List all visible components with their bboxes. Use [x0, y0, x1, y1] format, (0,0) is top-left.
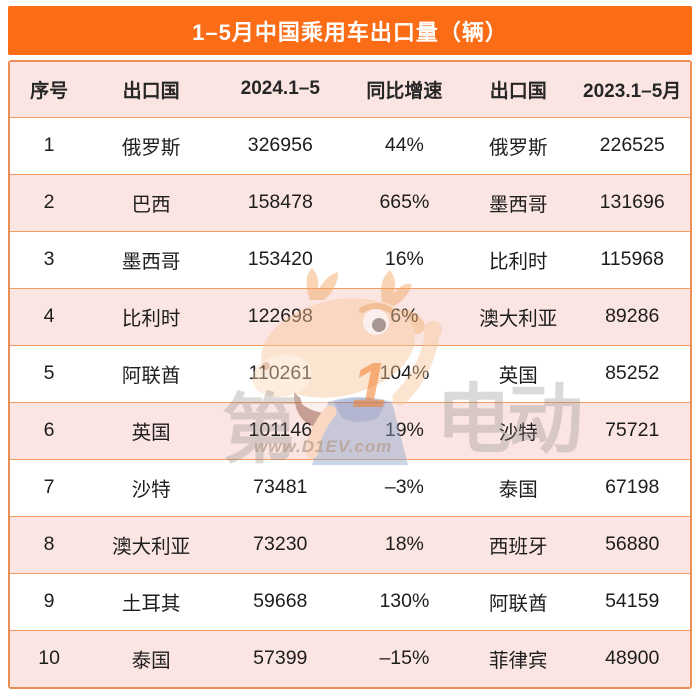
export-country-2024-cell: 阿联酋 [121, 365, 181, 387]
column-header-rank: 序号 [30, 80, 69, 102]
export-country-2024-cell: 墨西哥 [121, 251, 181, 273]
page-title: 1–5月中国乘用车出口量（辆） [8, 6, 692, 55]
volume-2023-cell: 131696 [599, 191, 665, 213]
export-country-2024-cell: 英国 [131, 422, 171, 444]
volume-2023-cell: 226525 [599, 134, 665, 156]
header-row: 序号 出口国 2024.1–5 同比增速 出口国 2023.1–5月 [10, 62, 690, 117]
export-country-2023-cell: 比利时 [489, 251, 548, 273]
volume-2024-cell: 326956 [247, 134, 313, 156]
rank-cell: 9 [43, 590, 55, 612]
yoy-growth-cell: 19% [384, 419, 424, 441]
table-row: 4 比利时 122698 6% 澳大利亚 89286 [10, 288, 690, 345]
volume-2023-cell: 75721 [605, 419, 660, 441]
export-country-2023-cell: 泰国 [498, 479, 538, 501]
rank-cell: 4 [43, 305, 55, 327]
volume-2024-cell: 59668 [253, 590, 308, 612]
export-country-2024-cell: 澳大利亚 [112, 536, 191, 558]
volume-2024-cell: 101146 [248, 419, 313, 441]
volume-2024-cell: 57399 [253, 647, 308, 670]
export-volume-table: 序号 出口国 2024.1–5 同比增速 出口国 2023.1–5月 1 俄罗斯 3… [8, 60, 692, 689]
column-header-yoy-growth: 同比增速 [366, 80, 443, 102]
rank-cell: 6 [43, 419, 55, 441]
volume-2023-cell: 48900 [605, 647, 660, 670]
column-header-volume-2023: 2023.1–5月 [583, 80, 682, 102]
volume-2023-cell: 89286 [605, 305, 660, 327]
export-country-2023-cell: 菲律宾 [489, 650, 548, 673]
rank-cell: 2 [43, 191, 55, 213]
volume-2023-cell: 67198 [605, 476, 660, 498]
table-row: 3 墨西哥 153420 16% 比利时 115968 [10, 231, 690, 288]
table-row: 5 阿联酋 110261 104% 英国 85252 [10, 345, 690, 402]
volume-2024-cell: 158478 [247, 191, 313, 213]
yoy-growth-cell: 6% [390, 305, 419, 327]
column-header-country-2024: 出口国 [122, 80, 180, 102]
volume-2023-cell: 54159 [605, 590, 660, 612]
export-country-2023-cell: 沙特 [498, 422, 538, 444]
table-row: 1 俄罗斯 326956 44% 俄罗斯 226525 [10, 117, 690, 174]
export-country-2023-cell: 阿联酋 [489, 593, 548, 615]
volume-2023-cell: 85252 [605, 362, 660, 384]
rank-cell: 8 [43, 533, 55, 555]
volume-2023-cell: 56880 [605, 533, 660, 555]
yoy-growth-cell: –3% [384, 476, 424, 498]
yoy-growth-cell: 130% [379, 590, 430, 612]
export-country-2023-cell: 英国 [498, 365, 538, 387]
volume-2024-cell: 73230 [253, 533, 308, 555]
rank-cell: 5 [43, 362, 55, 384]
data-table: 序号 出口国 2024.1–5 同比增速 出口国 2023.1–5月 1 俄罗斯 3… [10, 62, 690, 687]
volume-2024-cell: 122698 [247, 305, 313, 327]
column-header-country-2023: 出口国 [489, 80, 547, 102]
export-country-2023-cell: 澳大利亚 [479, 308, 558, 330]
yoy-growth-cell: 44% [384, 134, 424, 156]
yoy-growth-cell: 16% [384, 248, 424, 270]
volume-2024-cell: 110261 [248, 362, 313, 384]
rank-cell: 1 [43, 134, 55, 156]
table-row: 10 泰国 57399 –15% 菲律宾 48900 [10, 630, 690, 687]
rank-cell: 3 [43, 248, 55, 270]
yoy-growth-cell: 18% [384, 533, 424, 555]
table-row: 6 英国 101146 19% 沙特 75721 [10, 402, 690, 459]
volume-2023-cell: 115968 [600, 248, 664, 270]
export-country-2024-cell: 沙特 [131, 479, 171, 501]
yoy-growth-cell: 665% [379, 191, 430, 213]
export-country-2024-cell: 俄罗斯 [121, 137, 181, 159]
export-country-2023-cell: 俄罗斯 [489, 137, 548, 159]
table-body: 1 俄罗斯 326956 44% 俄罗斯 226525 2 巴西 158478 665% 墨西哥 13… [10, 117, 690, 687]
export-country-2023-cell: 西班牙 [489, 536, 548, 558]
yoy-growth-cell: 104% [379, 362, 430, 384]
rank-cell: 7 [43, 476, 55, 498]
table-row: 9 土耳其 59668 130% 阿联酋 54159 [10, 573, 690, 630]
table-row: 8 澳大利亚 73230 18% 西班牙 56880 [10, 516, 690, 573]
export-country-2024-cell: 土耳其 [121, 593, 181, 615]
export-country-2024-cell: 比利时 [121, 308, 181, 330]
table-row: 2 巴西 158478 665% 墨西哥 131696 [10, 174, 690, 231]
volume-2024-cell: 73481 [253, 476, 308, 498]
table-row: 7 沙特 73481 –3% 泰国 67198 [10, 459, 690, 516]
export-country-2024-cell: 泰国 [131, 650, 171, 673]
rank-cell: 10 [38, 647, 60, 670]
yoy-growth-cell: –15% [379, 647, 430, 670]
export-country-2024-cell: 巴西 [131, 194, 171, 216]
export-country-2023-cell: 墨西哥 [489, 194, 548, 216]
volume-2024-cell: 153420 [247, 248, 313, 270]
column-header-volume-2024: 2024.1–5 [240, 78, 320, 100]
